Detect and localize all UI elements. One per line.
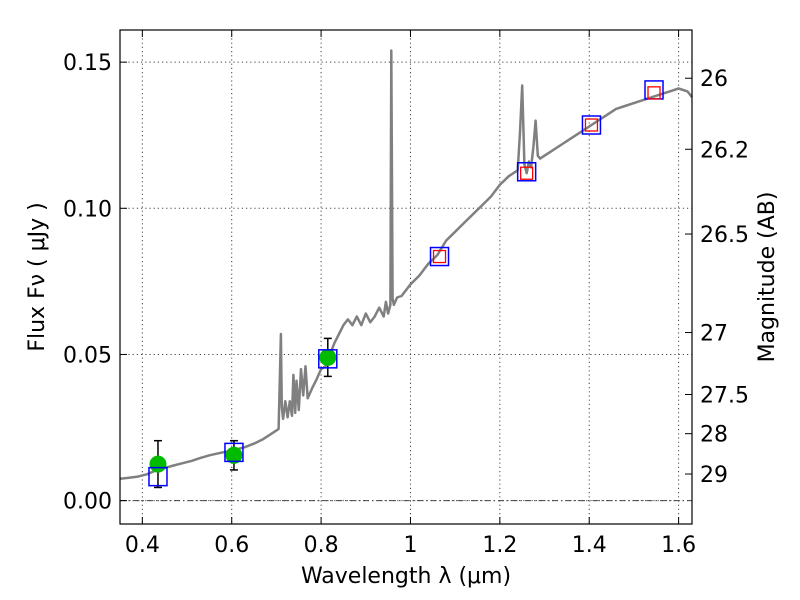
marker-layer xyxy=(148,80,664,489)
y-tick-label: 0.05 xyxy=(63,343,112,368)
x-tick-label: 0.6 xyxy=(214,533,249,558)
x-tick-label: 1.4 xyxy=(572,533,607,558)
green-data-point xyxy=(149,455,167,473)
y2-tick-label: 26.2 xyxy=(700,138,749,163)
x-tick-label: 1.6 xyxy=(661,533,696,558)
grid-lines xyxy=(120,30,692,524)
blue-square-marker xyxy=(224,442,244,463)
y-tick-label: 0.10 xyxy=(63,197,112,222)
red-square-marker xyxy=(647,86,661,100)
y-tick-label: 0.00 xyxy=(63,490,112,515)
x-tick-label: 1.2 xyxy=(482,533,517,558)
green-data-point xyxy=(225,446,243,464)
blue-square-marker xyxy=(516,162,537,182)
y2-tick-label: 27.5 xyxy=(700,384,749,409)
red-square-marker xyxy=(584,118,599,132)
tick-marks xyxy=(120,30,692,524)
x-axis-label: Wavelength λ (μm) xyxy=(301,564,511,589)
y-tick-label: 0.15 xyxy=(63,51,112,76)
x-tick-label: 0.8 xyxy=(304,533,339,558)
spectrum-layer xyxy=(119,49,693,480)
spectrum-line xyxy=(119,49,693,480)
blue-square-marker xyxy=(318,349,338,369)
red-square-marker xyxy=(520,166,534,180)
tick-labels: 0.4 0.6 0.8 1 1.2 1.4 1.6 0.00 0.05 0.10 0.15 26 26.… xyxy=(63,51,749,558)
blue-square-marker xyxy=(148,466,168,487)
red-square-marker xyxy=(432,249,447,264)
blue-square-marker xyxy=(429,246,450,267)
y2-tick-label: 27 xyxy=(700,322,728,347)
y2-axis-label: Magnitude (AB) xyxy=(755,192,780,363)
y2-tick-label: 26 xyxy=(700,67,728,92)
y2-tick-label: 28 xyxy=(700,423,728,448)
x-tick-label: 1 xyxy=(403,533,417,558)
green-data-point xyxy=(319,348,337,366)
y-axis-label: Flux Fν ( μJy ) xyxy=(25,202,50,351)
y2-tick-label: 29 xyxy=(700,463,728,488)
y2-tick-label: 26.5 xyxy=(700,223,749,248)
plot-frame xyxy=(119,29,693,525)
x-tick-label: 0.4 xyxy=(125,533,160,558)
blue-square-marker xyxy=(581,115,602,135)
